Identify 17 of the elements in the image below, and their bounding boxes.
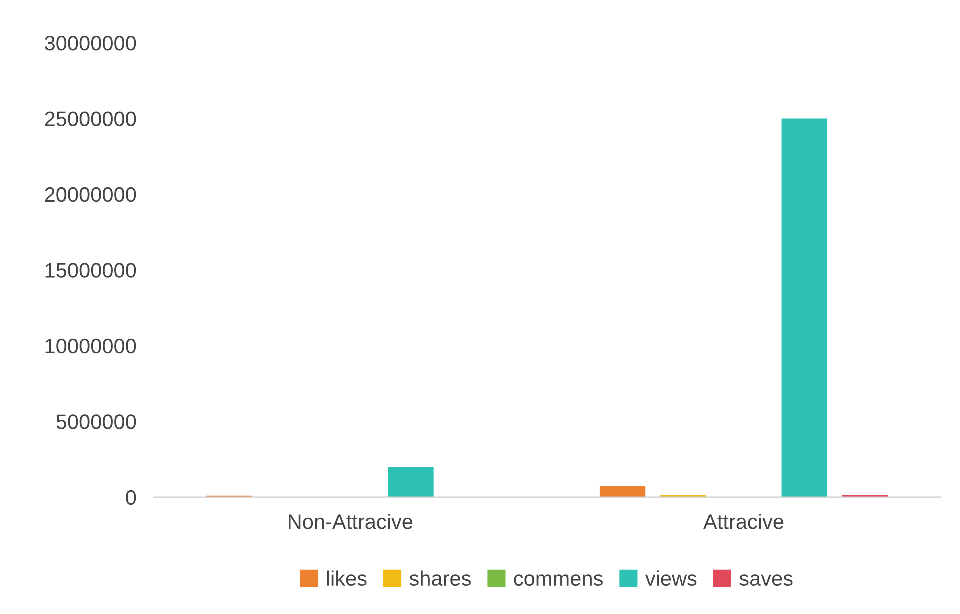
y-tick-label: 0 xyxy=(126,490,136,506)
y-tick-label: 25000000 xyxy=(45,112,136,126)
y-tick-label: 30000000 xyxy=(45,36,136,51)
y-tick-label: 10000000 xyxy=(46,338,136,354)
legend-label: saves xyxy=(740,574,793,586)
bar xyxy=(600,486,646,498)
bar xyxy=(388,467,434,498)
x-tick-label: Attracive xyxy=(704,514,784,530)
legend-label: commens xyxy=(514,574,603,586)
y-tick-label: 5000000 xyxy=(56,414,136,430)
legend-label: shares xyxy=(410,570,471,586)
y-tick-label: 20000000 xyxy=(45,187,136,202)
legend-label: likes xyxy=(327,570,367,586)
legend-label: views xyxy=(645,570,697,586)
x-tick-label: Non-Attracive xyxy=(289,514,413,530)
bar xyxy=(782,118,828,498)
y-tick-label: 15000000 xyxy=(46,263,136,278)
